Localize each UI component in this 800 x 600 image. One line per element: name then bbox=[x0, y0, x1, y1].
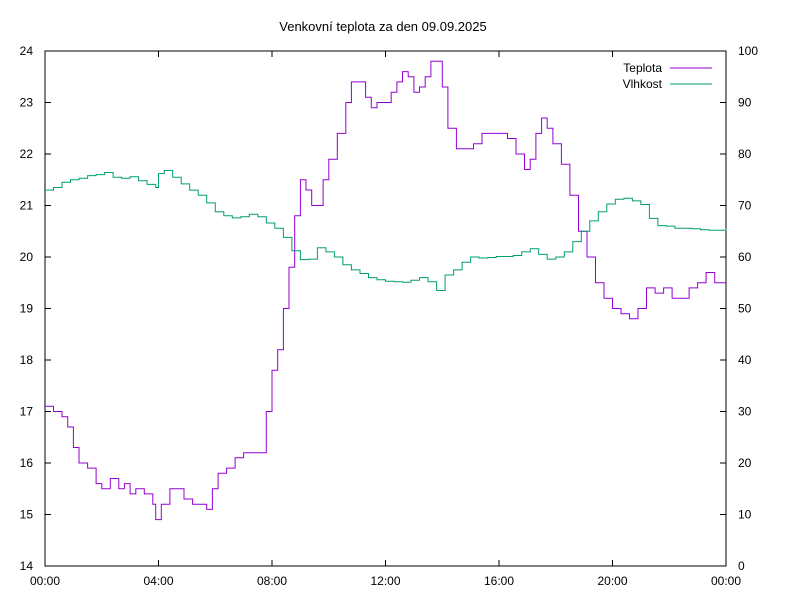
y2-tick-label: 100 bbox=[738, 44, 758, 58]
y-tick-label: 23 bbox=[20, 96, 34, 110]
x-tick-label: 16:00 bbox=[484, 574, 514, 588]
y2-tick-label: 80 bbox=[738, 147, 752, 161]
y2-tick-label: 70 bbox=[738, 199, 752, 213]
y-tick-label: 18 bbox=[20, 353, 34, 367]
y-tick-label: 21 bbox=[20, 199, 34, 213]
y-tick-label: 20 bbox=[20, 250, 34, 264]
x-tick-label: 20:00 bbox=[597, 574, 627, 588]
y2-tick-label: 50 bbox=[738, 302, 752, 316]
y-tick-label: 24 bbox=[20, 44, 34, 58]
x-tick-label: 00:00 bbox=[30, 574, 60, 588]
y-axis-left: 14 15 16 17 18 19 20 21 22 23 24 bbox=[20, 44, 51, 573]
chart-title: Venkovní teplota za den 09.09.2025 bbox=[279, 19, 486, 34]
series-line-teplota bbox=[45, 60, 726, 521]
y-axis-right: 0 10 20 30 40 50 60 70 80 90 100 bbox=[720, 44, 758, 573]
y2-tick-label: 30 bbox=[738, 405, 752, 419]
x-axis: 00:00 04:00 08:00 12:00 16:00 20:00 00:00 bbox=[30, 51, 741, 588]
plot-frame bbox=[44, 50, 727, 567]
legend-label-vlhkost: Vlhkost bbox=[623, 77, 663, 91]
x-tick-label: 04:00 bbox=[143, 574, 173, 588]
y-tick-label: 19 bbox=[20, 302, 34, 316]
y2-tick-label: 10 bbox=[738, 508, 752, 522]
x-tick-label: 12:00 bbox=[370, 574, 400, 588]
y2-tick-label: 40 bbox=[738, 353, 752, 367]
y-tick-label: 16 bbox=[20, 456, 34, 470]
y2-tick-label: 90 bbox=[738, 96, 752, 110]
plot-border bbox=[44, 50, 727, 567]
y-tick-label: 14 bbox=[20, 559, 34, 573]
y-tick-label: 22 bbox=[20, 147, 34, 161]
x-tick-label: 08:00 bbox=[257, 574, 287, 588]
legend-label-teplota: Teplota bbox=[623, 61, 662, 75]
y-tick-label: 15 bbox=[20, 508, 34, 522]
x-tick-label: 00:00 bbox=[711, 574, 741, 588]
y-tick-label: 17 bbox=[20, 405, 34, 419]
y2-tick-label: 60 bbox=[738, 250, 752, 264]
series-line-vlhkost bbox=[45, 170, 727, 291]
series-lines bbox=[45, 60, 727, 521]
y2-tick-label: 0 bbox=[738, 559, 745, 573]
legend: Teplota Vlhkost bbox=[623, 61, 712, 91]
y2-tick-label: 20 bbox=[738, 456, 752, 470]
